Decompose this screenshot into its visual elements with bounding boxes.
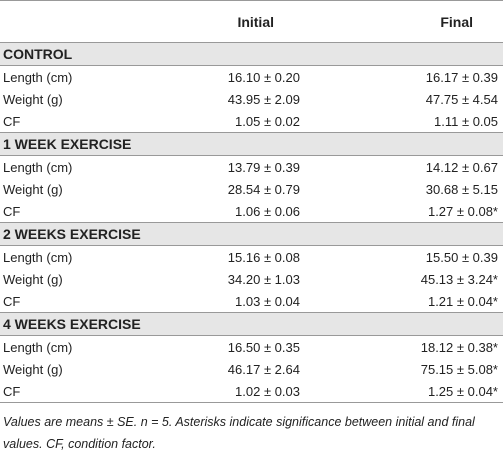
final-value: 14.12 ± 0.67 (425, 159, 498, 175)
section-title: 1 WEEK EXERCISE (0, 132, 503, 156)
data-row: Length (cm) 16.50 ± 0.35 18.12 ± 0.38* (0, 336, 503, 359)
page: Initial Final CONTROL Length (cm) 16.10 ± … (0, 0, 503, 451)
final-value: 75.15 ± 5.08* (420, 361, 498, 377)
data-row: Weight (g) 28.54 ± 0.79 30.68 ± 5.15 (0, 178, 503, 200)
initial-value: 46.17 ± 2.64 (227, 361, 300, 377)
footnote: Values are means ± SE. n = 5. Asterisks … (3, 415, 475, 451)
data-row: Length (cm) 16.10 ± 0.20 16.17 ± 0.39 (0, 66, 503, 89)
row-label: CF (0, 380, 190, 403)
row-label: Weight (g) (3, 271, 63, 287)
table-body: CONTROL Length (cm) 16.10 ± 0.20 16.17 ± 0.… (0, 42, 503, 403)
final-value: 45.13 ± 3.24* (420, 271, 498, 287)
row-label: CF (3, 203, 21, 219)
column-header: Final (306, 0, 503, 43)
initial-value: 15.16 ± 0.08 (227, 249, 300, 265)
data-row: CF 1.03 ± 0.04 1.21 ± 0.04* (0, 290, 503, 313)
data-row: Length (cm) 13.79 ± 0.39 14.12 ± 0.67 (0, 156, 503, 179)
initial-value: 1.02 ± 0.03 (190, 380, 306, 403)
data-row: CF 1.05 ± 0.02 1.11 ± 0.05 (0, 110, 503, 133)
initial-value: 1.06 ± 0.06 (235, 203, 300, 219)
data-row: CF 1.02 ± 0.03 1.25 ± 0.04* (0, 380, 503, 403)
row-label: Length (cm) (3, 249, 73, 265)
data-table: Initial Final CONTROL Length (cm) 16.10 ± … (0, 0, 503, 403)
row-label: Weight (g) (3, 361, 63, 377)
initial-value: 43.95 ± 2.09 (227, 91, 300, 107)
row-label: Weight (g) (3, 181, 63, 197)
data-row: Weight (g) 46.17 ± 2.64 75.15 ± 5.08* (0, 358, 503, 380)
row-label: Length (cm) (3, 339, 73, 355)
final-value: 1.11 ± 0.05 (434, 113, 498, 129)
blank-header (0, 0, 190, 43)
data-row: Weight (g) 43.95 ± 2.09 47.75 ± 4.54 (0, 88, 503, 110)
initial-value: 28.54 ± 0.79 (227, 181, 300, 197)
section-title: CONTROL (0, 42, 503, 66)
initial-value: 16.50 ± 0.35 (227, 339, 300, 355)
initial-value: 34.20 ± 1.03 (227, 271, 300, 287)
section-row: 1 WEEK EXERCISE (0, 132, 503, 156)
initial-value: 1.05 ± 0.02 (235, 113, 300, 129)
final-value: 18.12 ± 0.38* (420, 339, 498, 355)
row-label: CF (3, 113, 21, 129)
initial-value: 13.79 ± 0.39 (227, 159, 300, 175)
initial-value: 1.03 ± 0.04 (235, 293, 300, 309)
final-value: 30.68 ± 5.15 (425, 181, 498, 197)
final-value: 15.50 ± 0.39 (425, 249, 498, 265)
section-row: 4 WEEKS EXERCISE (0, 312, 503, 336)
final-value: 1.27 ± 0.08* (427, 203, 498, 219)
header-row: Initial Final (0, 0, 503, 43)
row-label: CF (3, 293, 21, 309)
data-row: Weight (g) 34.20 ± 1.03 45.13 ± 3.24* (0, 268, 503, 290)
final-value: 1.21 ± 0.04* (427, 293, 498, 309)
section-title: 4 WEEKS EXERCISE (0, 312, 503, 336)
final-value: 16.17 ± 0.39 (425, 69, 498, 85)
section-title: 2 WEEKS EXERCISE (0, 222, 503, 246)
final-value: 47.75 ± 4.54 (425, 91, 498, 107)
initial-value: 16.10 ± 0.20 (227, 69, 300, 85)
data-row: Length (cm) 15.16 ± 0.08 15.50 ± 0.39 (0, 246, 503, 269)
column-header: Initial (190, 0, 306, 43)
row-label: Length (cm) (3, 159, 73, 175)
section-row: 2 WEEKS EXERCISE (0, 222, 503, 246)
row-label: Length (cm) (3, 69, 73, 85)
data-row: CF 1.06 ± 0.06 1.27 ± 0.08* (0, 200, 503, 223)
final-value: 1.25 ± 0.04* (306, 380, 503, 403)
section-row: CONTROL (0, 42, 503, 66)
row-label: Weight (g) (3, 91, 63, 107)
